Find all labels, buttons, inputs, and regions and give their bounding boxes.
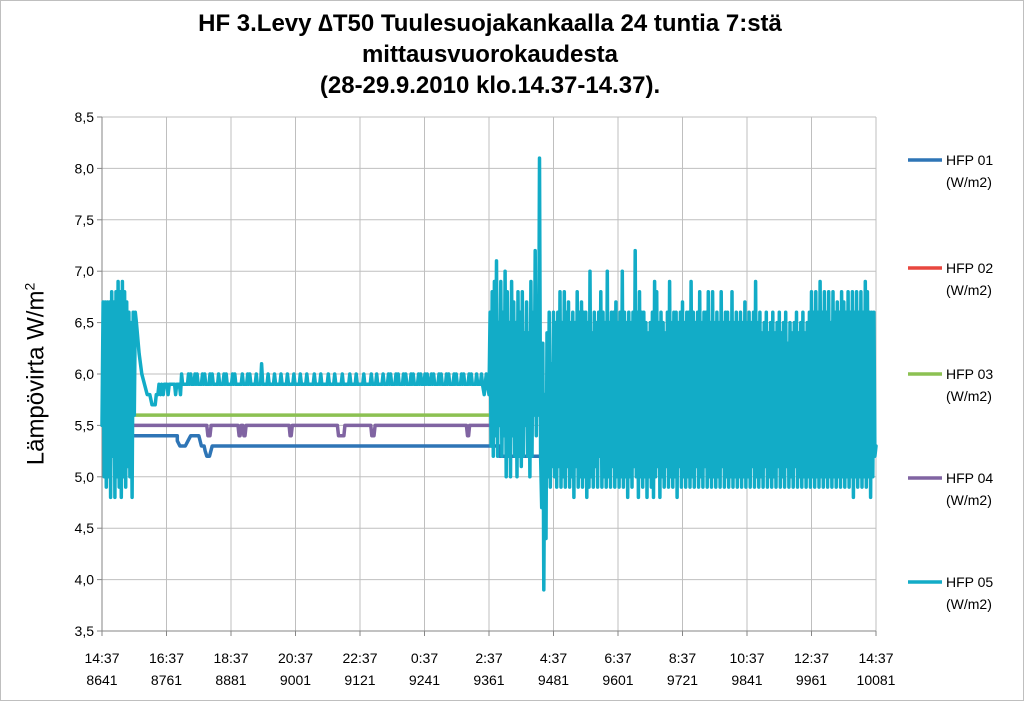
x-tick-label-index: 9721 bbox=[667, 672, 698, 688]
x-tick-label-time: 10:37 bbox=[729, 650, 764, 666]
x-tick-label-time: 18:37 bbox=[213, 650, 248, 666]
chart-title-line-3: (28-29.9.2010 klo.14.37-14.37). bbox=[319, 72, 661, 99]
legend-unit: (W/m2) bbox=[946, 388, 992, 404]
legend-unit: (W/m2) bbox=[946, 174, 992, 190]
series-lines bbox=[100, 156, 878, 592]
chart-title-line-2: mittausvuorokaudesta bbox=[361, 41, 619, 68]
legend-unit: (W/m2) bbox=[946, 596, 992, 612]
y-tick-label: 8,0 bbox=[75, 160, 95, 176]
y-tick-label: 5,0 bbox=[75, 469, 95, 485]
y-tick-label: 3,5 bbox=[75, 623, 95, 639]
x-tick-label-index: 9361 bbox=[473, 672, 504, 688]
x-tick-label-time: 14:37 bbox=[84, 650, 119, 666]
legend-label: HFP 05 bbox=[946, 574, 993, 590]
x-tick-label-index: 10081 bbox=[857, 672, 896, 688]
x-tick-label-time: 20:37 bbox=[278, 650, 313, 666]
legend-label: HFP 02 bbox=[946, 260, 993, 276]
legend-unit: (W/m2) bbox=[946, 282, 992, 298]
y-tick-label: 4,0 bbox=[75, 572, 95, 588]
y-tick-label: 6,0 bbox=[75, 366, 95, 382]
x-tick-label-index: 9241 bbox=[409, 672, 440, 688]
legend: HFP 01 (W/m2) HFP 02 (W/m2) HFP 03 (W/m2) HFP … bbox=[908, 152, 993, 612]
x-tick-label-index: 9121 bbox=[344, 672, 375, 688]
legend-unit: (W/m2) bbox=[946, 492, 992, 508]
chart-title-line-1: HF 3.Levy ∆T50 Tuulesuojakankaalla 24 tu… bbox=[198, 10, 782, 37]
legend-label: HFP 04 bbox=[946, 470, 993, 486]
y-tick-label: 4,5 bbox=[75, 520, 95, 536]
x-tick-label-time: 14:37 bbox=[858, 650, 893, 666]
x-tick-label-time: 4:37 bbox=[540, 650, 567, 666]
x-tick-label-index: 9961 bbox=[796, 672, 827, 688]
legend-label: HFP 01 bbox=[946, 152, 993, 168]
x-tick-label-time: 8:37 bbox=[669, 650, 696, 666]
x-tick-label-index: 9841 bbox=[731, 672, 762, 688]
x-tick-label-time: 22:37 bbox=[342, 650, 377, 666]
y-tick-label: 7,5 bbox=[75, 212, 95, 228]
chart-title: HF 3.Levy ∆T50 Tuulesuojakankaalla 24 tu… bbox=[120, 8, 860, 101]
x-tick-label-index: 8881 bbox=[215, 672, 246, 688]
x-tick-label-time: 16:37 bbox=[149, 650, 184, 666]
y-tick-label: 5,5 bbox=[75, 417, 95, 433]
x-tick-label-index: 8761 bbox=[151, 672, 182, 688]
x-tick-label-time: 6:37 bbox=[604, 650, 631, 666]
axes: 3,5 4,0 4,5 5,0 5,5 6,0 6,5 7,0 7,5 8,0 8,5 14:37 86… bbox=[75, 109, 896, 688]
x-tick-label-time: 12:37 bbox=[794, 650, 829, 666]
x-tick-label-time: 2:37 bbox=[475, 650, 502, 666]
y-tick-label: 6,5 bbox=[75, 315, 95, 331]
x-tick-label-time: 0:37 bbox=[411, 650, 438, 666]
series-line-hfp-04 bbox=[111, 423, 502, 438]
series-line-hfp-05 bbox=[100, 156, 878, 592]
y-tick-label: 8,5 bbox=[75, 109, 95, 125]
x-tick-label-index: 9601 bbox=[602, 672, 633, 688]
x-tick-label-index: 9001 bbox=[280, 672, 311, 688]
x-tick-label-index: 8641 bbox=[86, 672, 117, 688]
legend-label: HFP 03 bbox=[946, 366, 993, 382]
y-tick-label: 7,0 bbox=[75, 263, 95, 279]
series-line-hfp-01 bbox=[111, 433, 585, 458]
x-tick-label-index: 9481 bbox=[538, 672, 569, 688]
